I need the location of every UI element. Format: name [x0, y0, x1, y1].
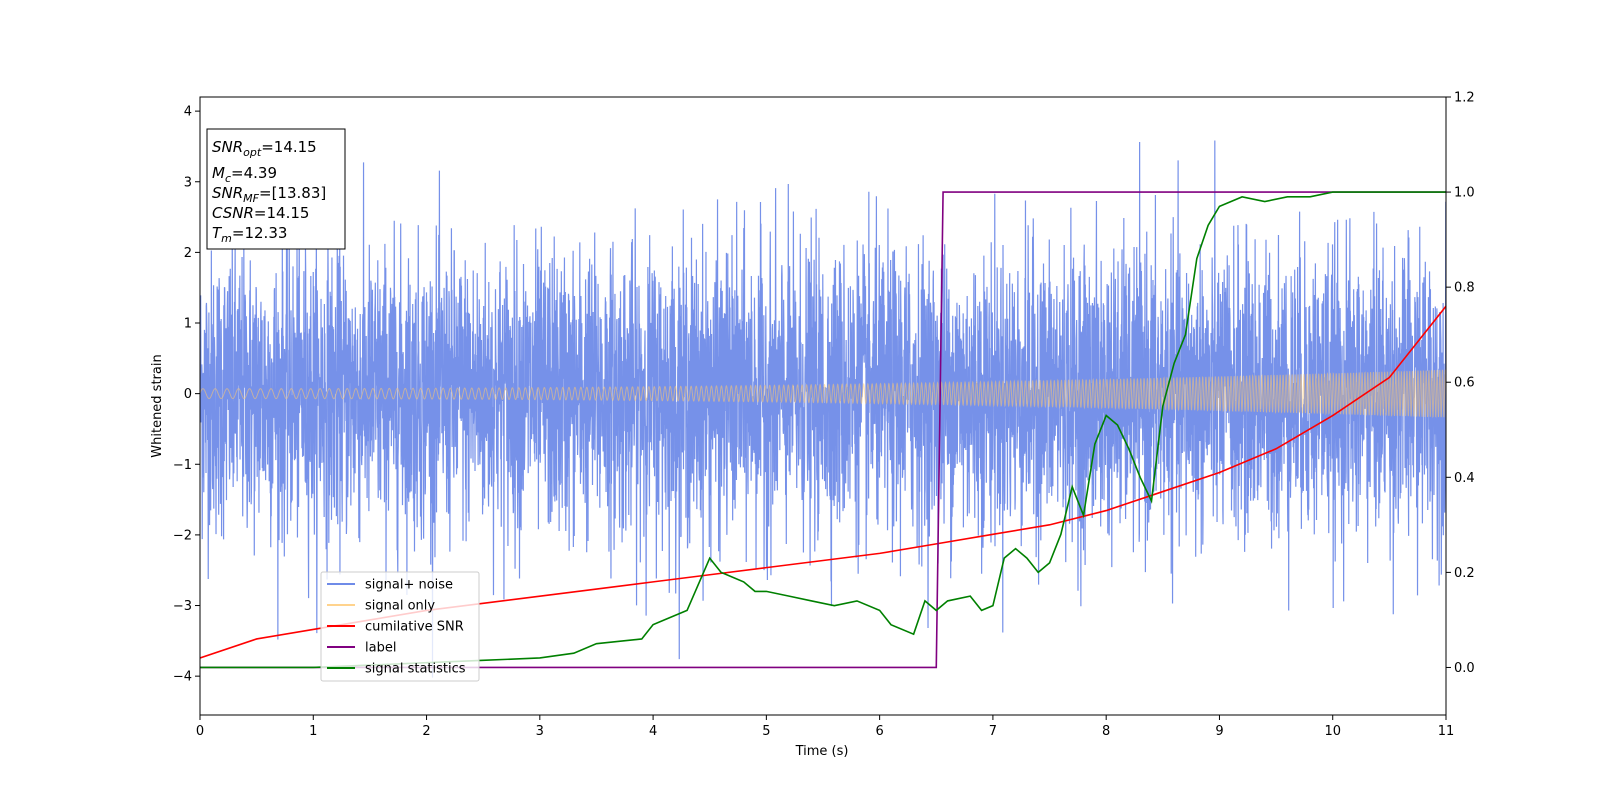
x-tick-label: 5 — [762, 724, 770, 739]
x-axis: 0 1 2 3 4 5 6 7 8 9 10 11 — [196, 715, 1454, 739]
y-axis-left: 4 3 2 1 0 −1 −2 −3 −4 — [173, 105, 200, 685]
annotation-snr-opt: SNRopt=14.15 — [212, 138, 317, 159]
y-tick-label: −4 — [173, 670, 192, 685]
annotation-snr-mf: SNRMF=[13.83] — [212, 184, 326, 205]
y-tick-label: −2 — [173, 528, 192, 543]
x-tick-label: 10 — [1324, 724, 1341, 739]
annotation-box: SNRopt=14.15 Mc=4.39 SNRMF=[13.83] CSNR=… — [206, 128, 346, 250]
y2-tick-label: 0.4 — [1454, 471, 1475, 486]
annotation-tm: Tm=12.33 — [212, 224, 287, 245]
y-tick-label: 3 — [184, 175, 192, 190]
axes-frame — [199, 96, 1447, 716]
x-tick-label: 4 — [649, 724, 657, 739]
y-tick-label: 1 — [184, 317, 192, 332]
y-tick-label: 0 — [184, 387, 192, 402]
x-tick-label: 6 — [875, 724, 883, 739]
y2-tick-label: 1.2 — [1454, 91, 1475, 106]
y-axis-label: Whitened strain — [150, 354, 165, 457]
x-axis-label: Time (s) — [795, 744, 849, 759]
label-line — [200, 191, 1446, 669]
y-tick-label: 4 — [184, 105, 192, 120]
legend-label: cumilative SNR — [365, 620, 464, 635]
legend-label: label — [365, 641, 396, 656]
x-tick-label: 3 — [536, 724, 544, 739]
x-tick-label: 1 — [309, 724, 317, 739]
legend-label: signal+ noise — [365, 578, 453, 593]
y2-tick-label: 0.8 — [1454, 281, 1475, 296]
signal-statistics-line — [200, 191, 1446, 669]
y-tick-label: −1 — [173, 458, 192, 473]
y-tick-label: 2 — [184, 246, 192, 261]
x-tick-label: 11 — [1438, 724, 1455, 739]
x-tick-label: 7 — [989, 724, 997, 739]
legend-label: signal only — [365, 599, 435, 614]
x-tick-label: 8 — [1102, 724, 1110, 739]
x-tick-label: 9 — [1215, 724, 1223, 739]
x-tick-label: 0 — [196, 724, 204, 739]
annotation-csnr: CSNR=14.15 — [212, 204, 309, 222]
y2-tick-label: 0.0 — [1454, 661, 1475, 676]
signal-noise-line — [200, 140, 1446, 678]
y-axis-right: 1.2 1.0 0.8 0.6 0.4 0.2 0.0 — [1446, 91, 1475, 676]
y-tick-label: −3 — [173, 599, 192, 614]
y2-tick-label: 0.2 — [1454, 566, 1475, 581]
legend: signal+ noise signal only cumilative SNR la… — [320, 571, 480, 682]
y2-tick-label: 0.6 — [1454, 376, 1475, 391]
x-tick-label: 2 — [422, 724, 430, 739]
legend-label: signal statistics — [365, 662, 466, 677]
signal-only-line — [200, 369, 1446, 419]
annotation-mc: Mc=4.39 — [212, 164, 277, 185]
y2-tick-label: 1.0 — [1454, 186, 1475, 201]
